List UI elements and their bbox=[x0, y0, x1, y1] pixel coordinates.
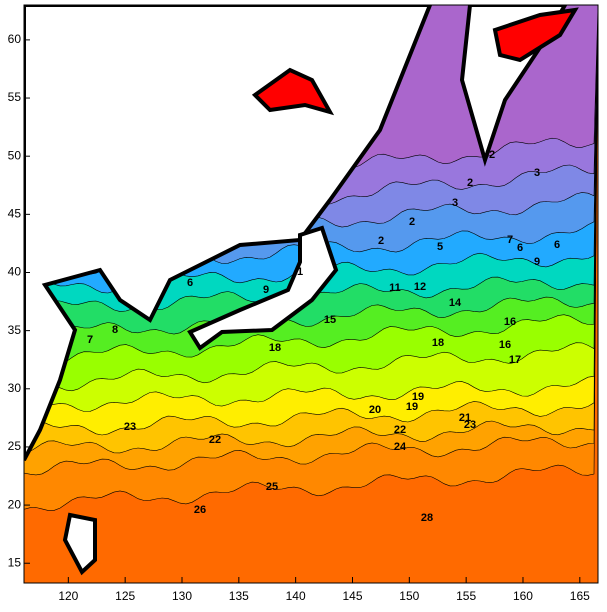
contour-label: 17 bbox=[509, 354, 521, 366]
contour-label: 21 bbox=[459, 412, 471, 424]
y-tick-label: 20 bbox=[8, 497, 22, 511]
x-tick-label: 125 bbox=[115, 589, 135, 603]
contour-label: 28 bbox=[421, 512, 433, 524]
x-tick-label: 155 bbox=[456, 589, 476, 603]
contour-label: 1 bbox=[297, 266, 303, 278]
contour-label: 6 bbox=[187, 277, 193, 289]
y-tick-label: 45 bbox=[8, 207, 22, 221]
contour-label: 19 bbox=[412, 391, 424, 403]
x-tick-label: 165 bbox=[570, 589, 590, 603]
contour-label: 8 bbox=[112, 324, 118, 336]
contour-label: 7 bbox=[87, 334, 93, 346]
y-tick-label: 15 bbox=[8, 555, 22, 569]
ice-region bbox=[492, 7, 579, 63]
y-tick-label: 25 bbox=[8, 439, 22, 453]
x-tick-label: 135 bbox=[229, 589, 249, 603]
contour-label: 11 bbox=[389, 282, 401, 294]
x-tick-label: 150 bbox=[399, 589, 419, 603]
contour-label: 23 bbox=[464, 419, 476, 431]
contour-label: 22 bbox=[394, 424, 406, 436]
ice-region bbox=[251, 67, 335, 116]
contour-label: 25 bbox=[266, 481, 278, 493]
contour-label: 19 bbox=[406, 401, 418, 413]
contour-label: 26 bbox=[194, 504, 206, 516]
contour-label: 3 bbox=[534, 167, 540, 179]
contour-label: 9 bbox=[534, 256, 540, 268]
contour-label: 15 bbox=[324, 314, 336, 326]
contour-label: 2 bbox=[378, 235, 384, 247]
land bbox=[62, 512, 97, 576]
x-tick-label: 160 bbox=[513, 589, 533, 603]
plot-area bbox=[24, 5, 598, 583]
y-tick-label: 30 bbox=[8, 381, 22, 395]
contour-label: 2 bbox=[467, 177, 473, 189]
y-tick-label: 60 bbox=[8, 32, 22, 46]
frame bbox=[23, 4, 599, 584]
y-tick-label: 35 bbox=[8, 323, 22, 337]
x-tick-label: 130 bbox=[172, 589, 192, 603]
contour-label: 6 bbox=[517, 242, 523, 254]
x-tick-label: 145 bbox=[342, 589, 362, 603]
contour-label: 9 bbox=[263, 284, 269, 296]
x-tick-label: 120 bbox=[58, 589, 78, 603]
contour-label: 6 bbox=[554, 239, 560, 251]
contour-label: 18 bbox=[269, 342, 281, 354]
contour-label: 12 bbox=[414, 281, 426, 293]
contour-label: 14 bbox=[449, 297, 462, 309]
y-tick-label: 40 bbox=[8, 265, 22, 279]
contour-label: 23 bbox=[124, 421, 136, 433]
contour-label: 7 bbox=[507, 234, 513, 246]
contour-label: 16 bbox=[504, 316, 516, 328]
contour-label: 2 bbox=[489, 149, 495, 161]
contour-label: 5 bbox=[437, 241, 443, 253]
contour-label: 2 bbox=[409, 216, 415, 228]
land bbox=[187, 225, 339, 351]
contour-label: 16 bbox=[499, 339, 511, 351]
y-tick-label: 55 bbox=[8, 90, 22, 104]
x-tick-label: 140 bbox=[286, 589, 306, 603]
contour-label: 20 bbox=[369, 404, 381, 416]
contour-label: 18 bbox=[432, 337, 444, 349]
land bbox=[24, 5, 433, 461]
contour-label: 3 bbox=[452, 197, 458, 209]
contour-label: 24 bbox=[394, 441, 407, 453]
contour-label: 22 bbox=[209, 434, 221, 446]
y-tick-label: 50 bbox=[8, 148, 22, 162]
